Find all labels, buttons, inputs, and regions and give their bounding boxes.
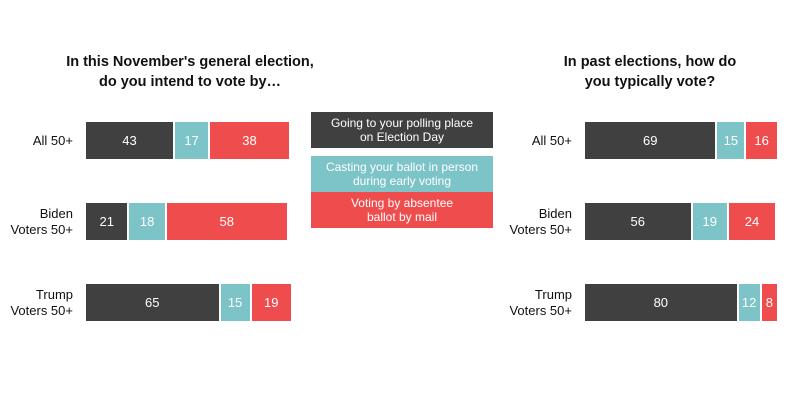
data-label: 69 <box>643 133 658 148</box>
data-label: 16 <box>754 133 769 148</box>
legend-item-line: Going to your polling place <box>330 116 474 130</box>
data-label: 17 <box>184 133 199 148</box>
legend-item-line: on Election Day <box>359 130 445 144</box>
chart-title-line: do you intend to vote by… <box>98 74 282 90</box>
legend-item: Voting by absentee ballot by mail <box>311 192 493 228</box>
bar-segment: 38 <box>210 122 289 159</box>
chart-title-line: In past elections, how do <box>563 54 737 70</box>
category-label-line: Voters 50+ <box>10 221 73 237</box>
data-label: 43 <box>122 133 137 148</box>
category-label-line: All 50+ <box>531 132 572 148</box>
bar-segment: 58 <box>166 203 287 240</box>
bar-segment: 80 <box>585 284 739 321</box>
legend-item-line: Casting your ballot in person <box>325 160 479 174</box>
bar-segment: 17 <box>175 122 211 159</box>
category-label-line: All 50+ <box>32 132 73 148</box>
bar-segment: 19 <box>692 203 729 240</box>
category-label-line: Voters 50+ <box>10 302 73 318</box>
chart-title-2: In past elections, how do you typically v… <box>520 52 780 92</box>
category-label: Trump Voters 50+ <box>10 287 73 319</box>
data-label: 58 <box>219 214 234 229</box>
data-label: 80 <box>653 295 669 310</box>
category-label: Trump Voters 50+ <box>509 287 572 319</box>
category-label-line: Biden <box>39 205 73 221</box>
category-label-line: Biden <box>538 205 572 221</box>
legend-item-line: Voting by absentee <box>350 196 454 210</box>
category-label: Biden Voters 50+ <box>10 206 73 238</box>
legend-item: Going to your polling place on Election D… <box>311 112 493 148</box>
bar-segment: 69 <box>585 122 718 159</box>
bar-segment: 16 <box>746 122 777 159</box>
data-label: 15 <box>227 295 243 310</box>
bar-segment: 56 <box>585 203 693 240</box>
data-label: 21 <box>99 214 114 229</box>
category-label-line: Trump <box>534 286 572 302</box>
data-label: 19 <box>702 214 717 229</box>
bar-segment: 21 <box>86 203 130 240</box>
bar-segment: 24 <box>729 203 776 240</box>
legend-item-line: during early voting <box>352 174 452 188</box>
data-label: 24 <box>744 214 760 229</box>
legend-item-line: ballot by mail <box>366 210 438 224</box>
category-label-line: Voters 50+ <box>509 221 572 237</box>
data-label: 38 <box>242 133 257 148</box>
bar-segment: 15 <box>220 284 252 321</box>
data-label: 15 <box>723 133 739 148</box>
data-label: 65 <box>145 295 160 310</box>
data-label: 12 <box>741 295 757 310</box>
category-label: All 50+ <box>532 133 572 149</box>
bar-segment: 65 <box>86 284 221 321</box>
category-label-line: Trump <box>35 286 73 302</box>
bar-segment: 43 <box>86 122 175 159</box>
data-label: 18 <box>139 214 155 229</box>
category-label-line: Voters 50+ <box>509 302 572 318</box>
chart-title-line: you typically vote? <box>584 74 716 90</box>
bar-segment: 15 <box>717 122 747 159</box>
bar-segment: 19 <box>251 284 291 321</box>
legend-item: Casting your ballot in person during earl… <box>311 156 493 192</box>
data-label: 56 <box>630 214 645 229</box>
bar-segment: 12 <box>738 284 762 321</box>
chart-title-1: In this November's general election, do y… <box>30 52 350 92</box>
category-label: All 50+ <box>33 133 73 149</box>
bar-segment: 8 <box>761 284 777 321</box>
data-label: 19 <box>264 295 279 310</box>
category-label: Biden Voters 50+ <box>509 206 572 238</box>
chart-title-line: In this November's general election, <box>66 54 314 70</box>
bar-segment: 18 <box>129 203 167 240</box>
data-label: 8 <box>765 295 773 310</box>
